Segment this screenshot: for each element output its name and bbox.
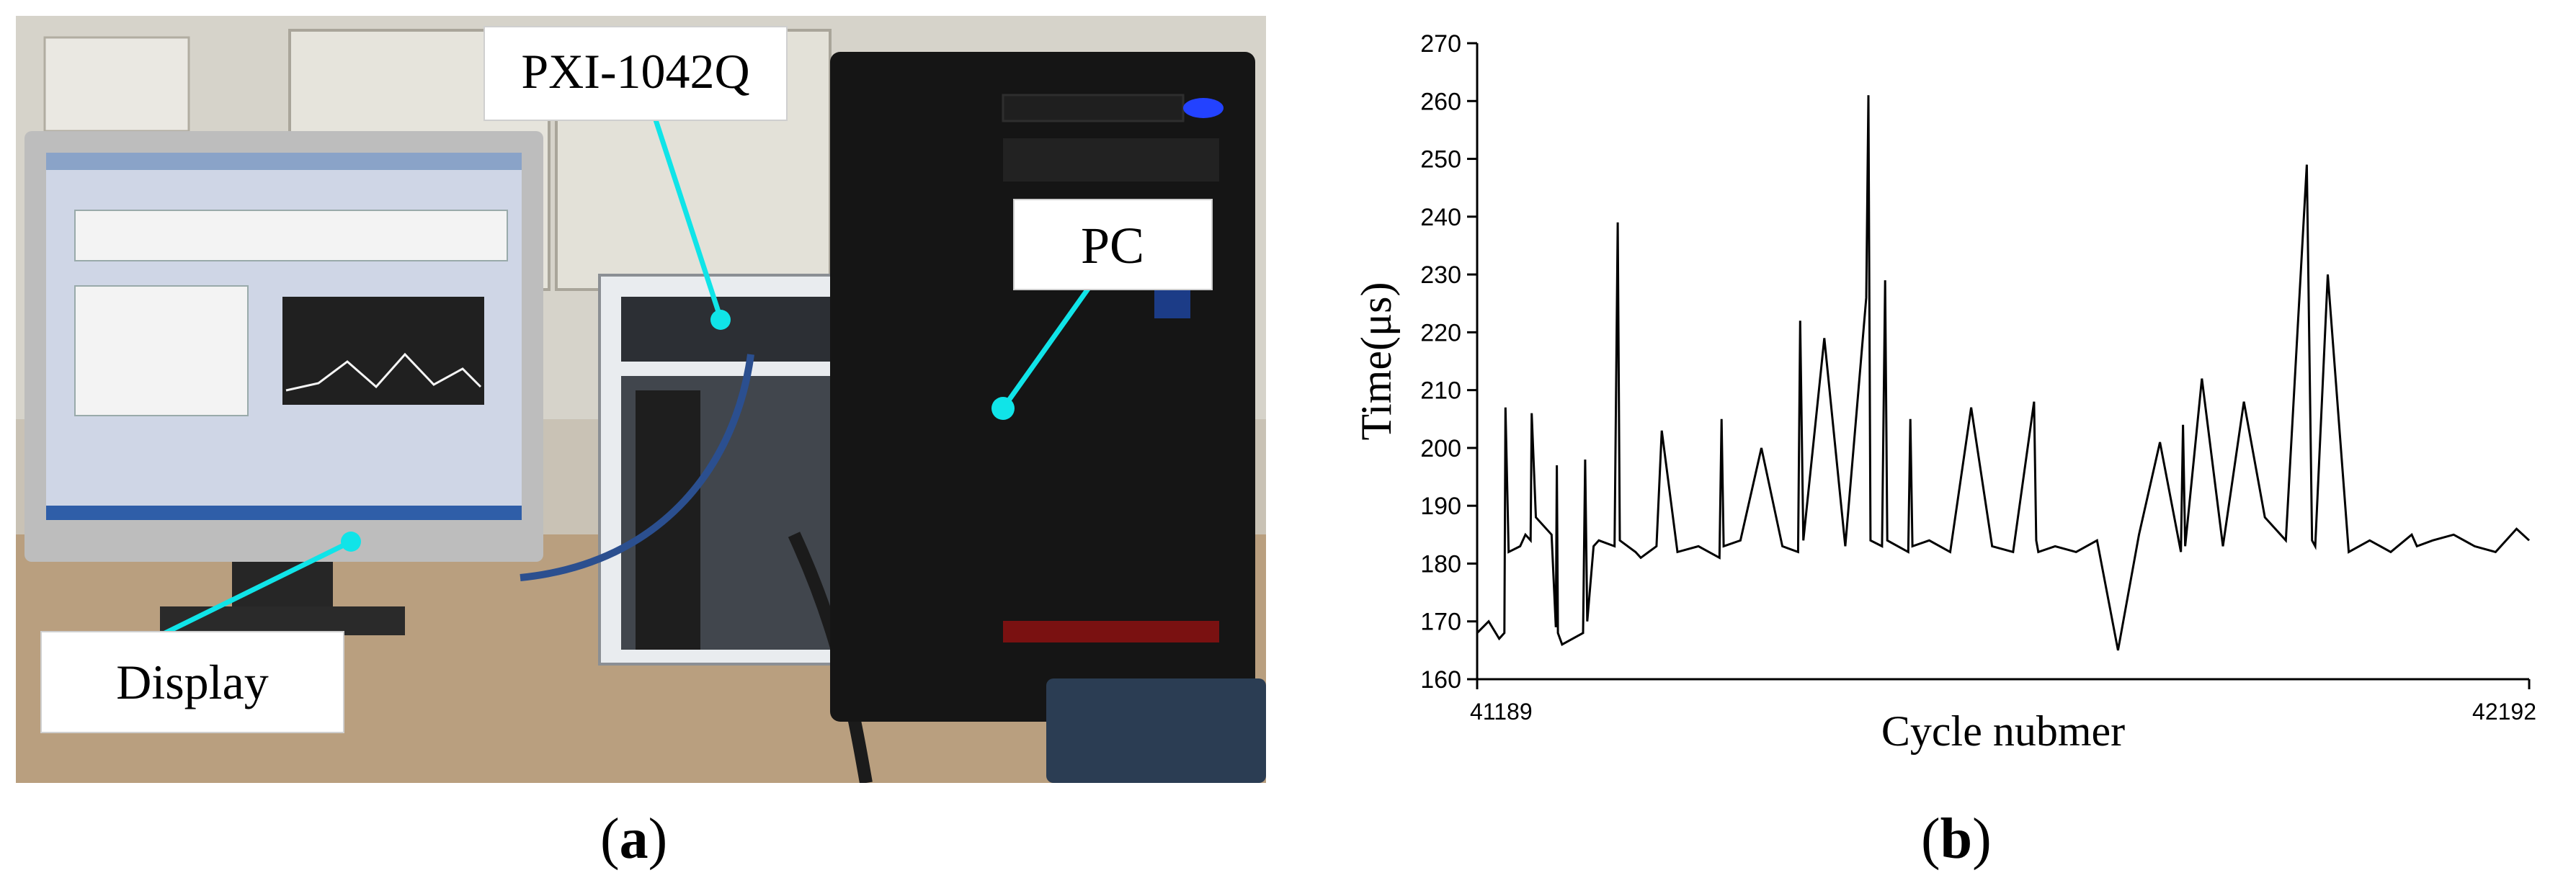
y-ticks: 160 170 180 190 200 210 220 230 240 250 260 270 bbox=[1420, 30, 1477, 694]
x-axis-label: Cycle nubmer bbox=[1881, 707, 2125, 755]
y-tick-label: 190 bbox=[1420, 493, 1461, 520]
display-label: Display bbox=[116, 655, 269, 709]
pc-tower bbox=[830, 52, 1255, 722]
y-tick-label: 250 bbox=[1420, 146, 1461, 174]
cycle-time-chart: 160 170 180 190 200 210 220 230 240 250 260 270 411… bbox=[1352, 30, 2536, 755]
y-tick-label: 240 bbox=[1420, 204, 1461, 231]
pxi-label: PXI-1042Q bbox=[521, 44, 749, 99]
y-tick-label: 200 bbox=[1420, 435, 1461, 462]
y-tick-label: 220 bbox=[1420, 319, 1461, 346]
x-tick-label: 42192 bbox=[2472, 699, 2536, 725]
y-tick-label: 270 bbox=[1420, 30, 1461, 58]
cycle-time-series bbox=[1476, 95, 2531, 651]
y-tick-label: 170 bbox=[1420, 609, 1461, 636]
caption-b: (b) bbox=[1921, 807, 1992, 871]
caption-b-letter: b bbox=[1940, 807, 1973, 871]
caption-a: (a) bbox=[600, 807, 668, 871]
monitor bbox=[24, 131, 543, 635]
pc-label: PC bbox=[1081, 217, 1144, 274]
caption-a-letter: a bbox=[619, 807, 649, 871]
y-tick-label: 210 bbox=[1420, 377, 1461, 405]
x-ticks: 41189 42192 bbox=[1470, 679, 2536, 725]
y-tick-label: 260 bbox=[1420, 88, 1461, 115]
setup-photograph: PXI-1042Q PC Display bbox=[16, 16, 1266, 783]
y-tick-label: 180 bbox=[1420, 550, 1461, 578]
y-axis-label: Time(μs) bbox=[1352, 282, 1400, 441]
y-tick-label: 230 bbox=[1420, 261, 1461, 289]
x-tick-label: 41189 bbox=[1470, 699, 1533, 725]
y-tick-label: 160 bbox=[1420, 666, 1461, 694]
axes bbox=[1476, 43, 2529, 681]
